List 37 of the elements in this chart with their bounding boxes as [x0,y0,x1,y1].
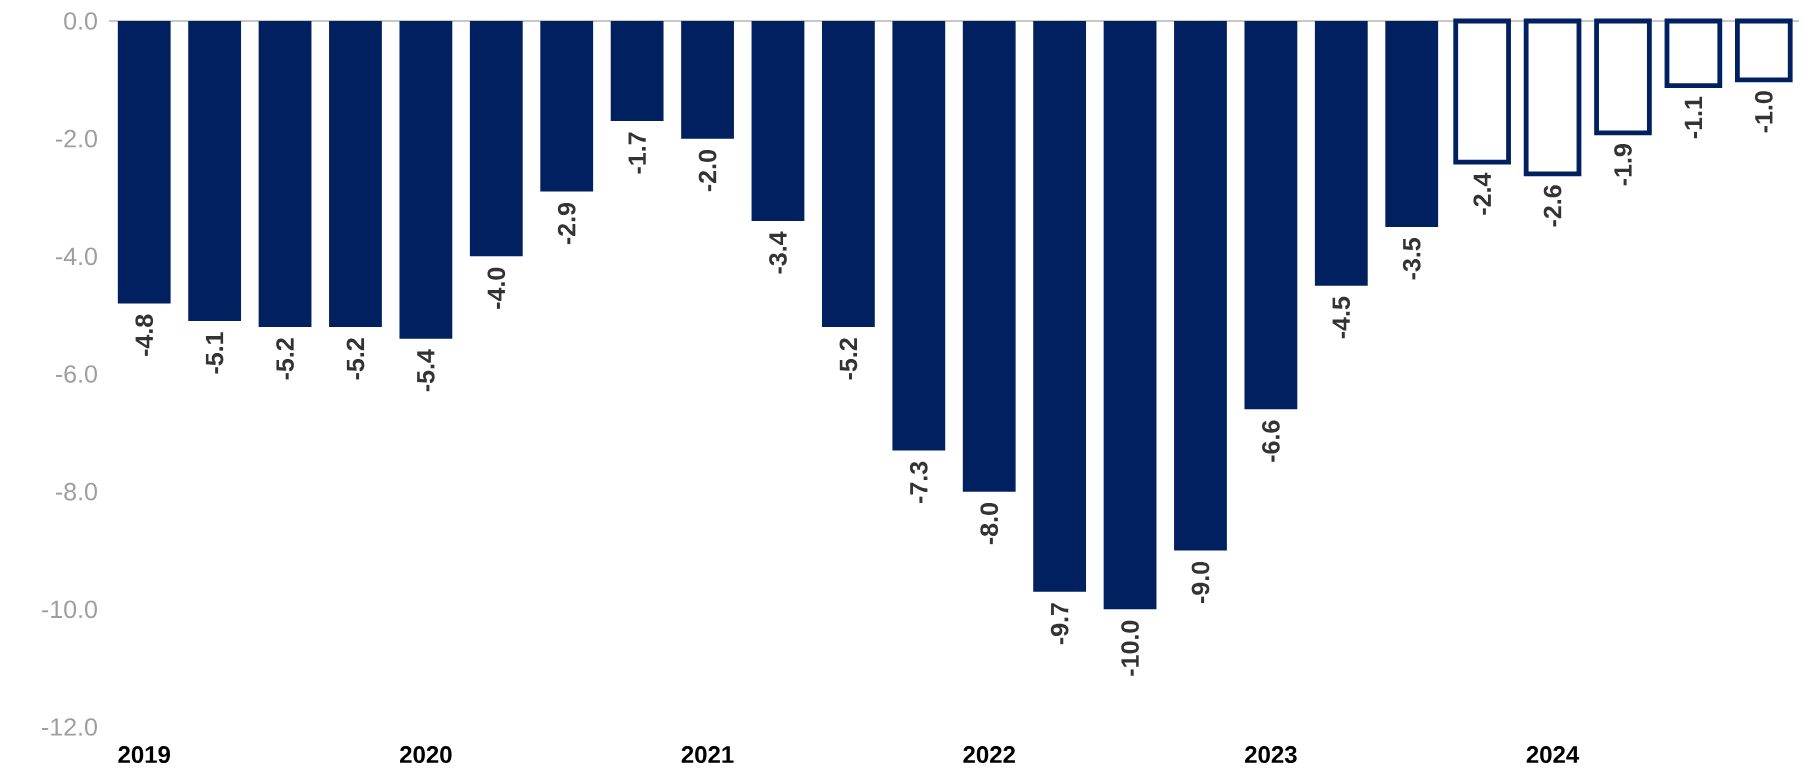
data-label: -1.9 [1614,144,1632,186]
y-tick-label: -4.0 [55,247,97,266]
data-label: -1.7 [628,132,646,174]
y-tick-label: 0.0 [64,12,97,30]
data-label: -5.2 [276,338,294,380]
data-label: -5.2 [839,338,858,380]
data-label: -2.9 [557,202,576,245]
data-label: -2.6 [1543,185,1562,227]
x-tick-label: 2024 [1526,746,1580,764]
data-label: -1.0 [1754,91,1773,133]
data-label: -5.1 [205,332,224,374]
data-label: -1.1 [1684,96,1702,139]
y-tick-label: -12.0 [42,718,97,736]
y-tick-label: -6.0 [55,365,97,383]
data-label: -4.8 [135,314,154,356]
data-label: -3.5 [1402,238,1421,280]
x-tick-label: 2020 [400,746,452,764]
y-tick-label: -10.0 [42,600,97,619]
y-tick-label: -8.0 [55,482,97,501]
x-tick-label: 2021 [681,746,734,764]
data-label: -7.3 [909,461,928,503]
data-label: -4.5 [1332,296,1351,339]
data-label: -6.6 [1262,420,1280,462]
y-tick-label: -2.0 [55,129,97,148]
x-tick-label: 2023 [1245,746,1297,764]
x-tick-label: 2019 [118,746,171,764]
data-label: -8.0 [980,503,999,545]
data-label: -9.7 [1050,603,1069,645]
data-label: -3.4 [769,231,787,274]
data-label: -10.0 [1121,620,1139,676]
data-label: -4.0 [487,267,506,309]
data-label: -9.0 [1191,561,1210,604]
data-label: -2.0 [698,150,717,192]
data-label: -5.4 [417,349,435,392]
data-label: -5.2 [346,338,365,380]
data-label: -2.4 [1473,172,1491,215]
x-tick-label: 2022 [963,746,1015,764]
